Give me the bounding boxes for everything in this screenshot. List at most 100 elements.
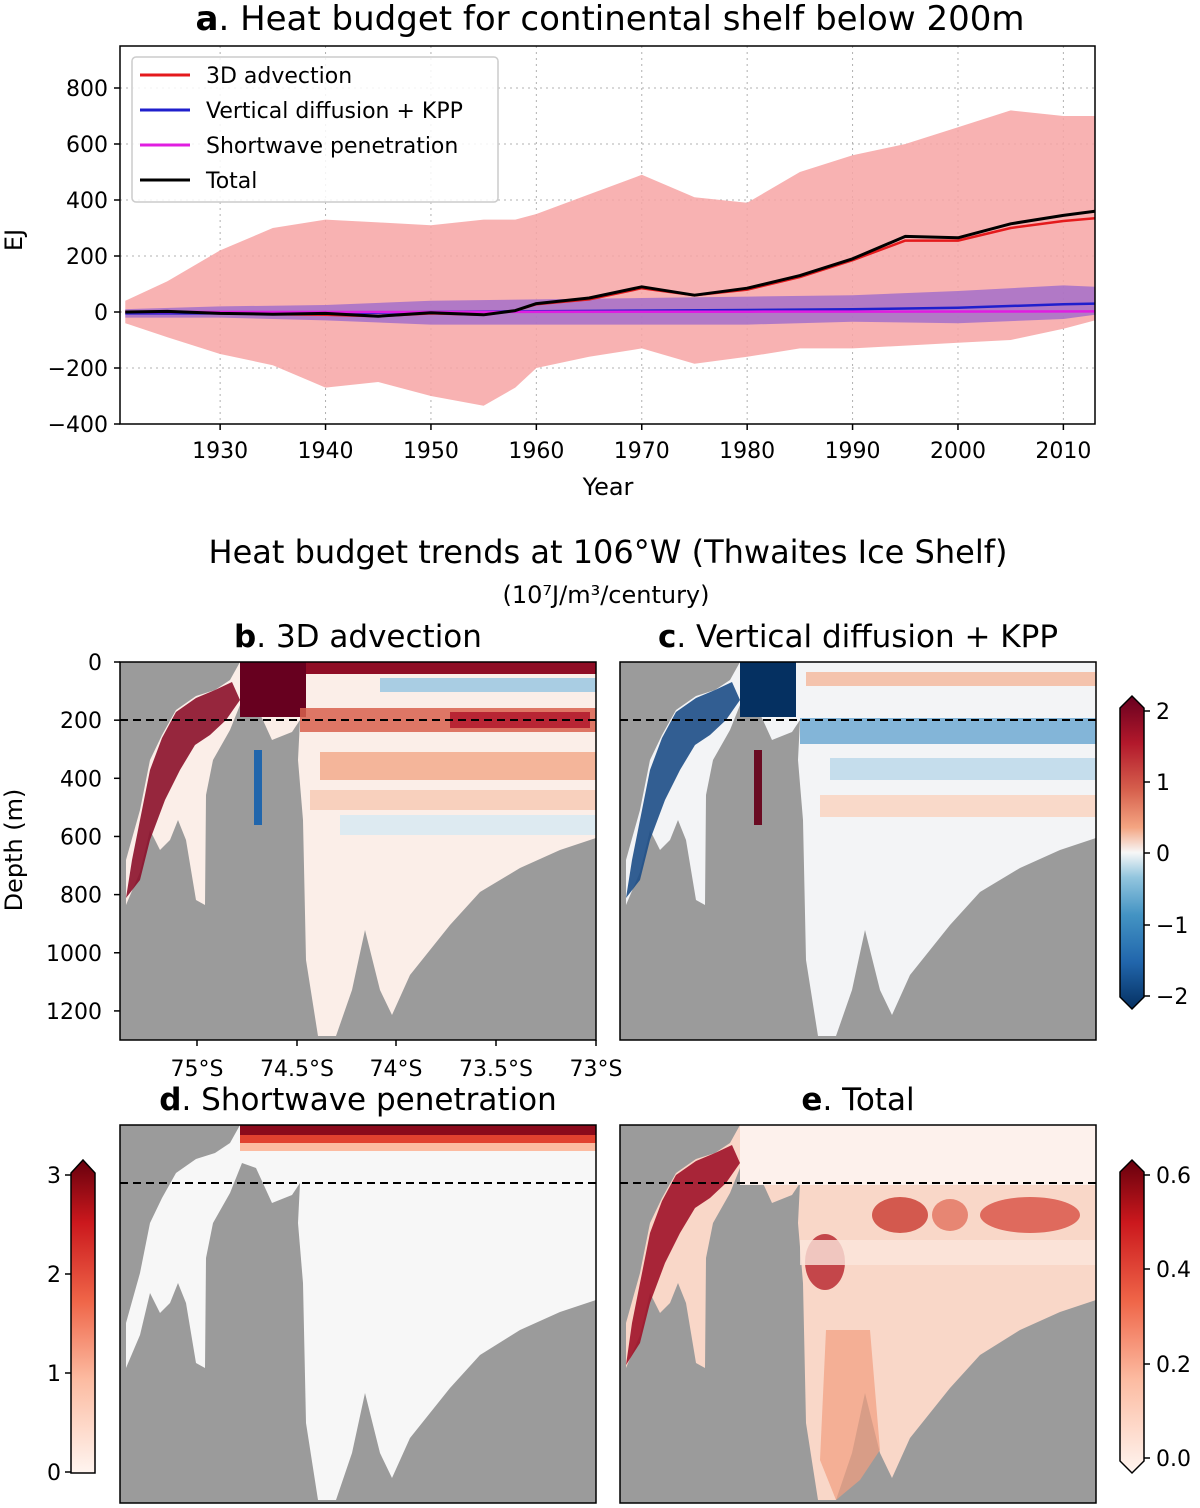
panel-c-title: c. Vertical diffusion + KPP — [658, 619, 1058, 655]
panel-b-letter: b — [234, 619, 256, 655]
colorbar-shortwave: 3 2 1 0 — [47, 1158, 96, 1486]
panel-a-x-ticks: 1930 1940 1950 1960 1970 1980 1990 2000 2010 — [192, 424, 1091, 464]
y-tick-label: 1200 — [46, 1000, 102, 1025]
panel-a-legend: 3D advection Vertical diffusion + KPP Shor… — [131, 56, 499, 203]
colorbar-tick-label: 1 — [47, 1362, 61, 1387]
panel-c-blue-band-1 — [800, 718, 1096, 744]
x-tick-label: 74°S — [370, 1057, 423, 1082]
trends-units: (10⁷J/m³/century) — [503, 581, 710, 609]
colorbar-shortwave-bar — [70, 1158, 96, 1474]
panel-a-y-label: EJ — [0, 229, 28, 251]
panel-a-title: a. Heat budget for continental shelf bel… — [196, 0, 1025, 39]
panel-b-red-band-4 — [310, 790, 596, 810]
panel-e-lower-plume — [820, 1330, 880, 1500]
y-tick-label: 400 — [66, 189, 108, 214]
x-tick-label: 1990 — [825, 439, 881, 464]
panel-c-layers — [626, 662, 1096, 898]
colorbar-tick-label: 0 — [47, 1461, 61, 1486]
panel-d-title: d. Shortwave penetration — [159, 1082, 556, 1118]
x-tick-label: 73.5°S — [459, 1057, 533, 1082]
x-tick-label: 73°S — [570, 1057, 623, 1082]
colorbar-tick-label: −1 — [1156, 914, 1188, 939]
x-tick-label: 1970 — [614, 439, 670, 464]
panel-e-slope-band — [626, 1145, 740, 1365]
x-tick-label: 2000 — [930, 439, 986, 464]
panel-b-upper-cell — [240, 662, 306, 717]
colorbar-diverging-ticks: 2 1 0 −1 −2 — [1144, 700, 1188, 1010]
series-line-shortwave — [125, 310, 1095, 314]
panel-b-blue-band-2 — [340, 815, 596, 835]
panel-e-title-text: . Total — [822, 1082, 914, 1118]
panel-c-slope-band — [626, 682, 740, 898]
y-tick-label: −400 — [48, 413, 108, 438]
panel-b-blue-spike — [254, 750, 262, 825]
trends-title: Heat budget trends at 106°W (Thwaites Ic… — [209, 533, 1008, 571]
legend-label: Total — [205, 169, 257, 194]
panel-a-letter: a — [196, 0, 219, 39]
y-tick-label: 1000 — [46, 942, 102, 967]
colorbar-tick-label: 2 — [47, 1263, 61, 1288]
colorbar-total-ticks: 0.6 0.4 0.2 0.0 — [1144, 1164, 1191, 1472]
panel-e-layers — [626, 1125, 1096, 1500]
colorbar-tick-label: 3 — [47, 1164, 61, 1189]
panel-e: e. Total — [619, 1082, 1097, 1504]
panel-a-y-ticks: −400 −200 0 200 400 600 800 — [48, 77, 120, 438]
panel-d-frame — [119, 1124, 597, 1504]
colorbar-tick-label: 0.6 — [1156, 1164, 1191, 1189]
panel-d-letter: d — [159, 1082, 181, 1118]
panel-b-title-text: . 3D advection — [256, 619, 482, 655]
panel-d-title-text: . Shortwave penetration — [181, 1082, 556, 1118]
band-advection — [125, 110, 1095, 406]
y-tick-label: 800 — [60, 884, 102, 909]
panel-d-surface-light — [240, 1143, 596, 1151]
panel-e-hotspot-1 — [872, 1197, 928, 1233]
panel-e-frame — [619, 1124, 1097, 1504]
y-tick-label: 800 — [66, 77, 108, 102]
colorbar-total: 0.6 0.4 0.2 0.0 — [1119, 1158, 1191, 1475]
panel-c-upper-cell — [740, 662, 796, 717]
panel-c-letter: c — [658, 619, 676, 655]
x-tick-label: 1950 — [403, 439, 459, 464]
panel-a-lines — [125, 209, 1095, 318]
panel-a-title-text: . Heat budget for continental shelf belo… — [218, 0, 1024, 39]
panel-b-blue-band — [380, 678, 596, 692]
x-tick-label: 1960 — [508, 439, 564, 464]
panel-b-x-ticks: 75°S 74.5°S 74°S 73.5°S 73°S — [171, 1040, 623, 1082]
x-tick-label: 74.5°S — [260, 1057, 334, 1082]
panel-c-red-band — [806, 672, 1096, 686]
panel-b-title: b. 3D advection — [234, 619, 482, 655]
colorbar-diverging: 2 1 0 −1 −2 — [1119, 694, 1188, 1011]
series-line-total — [125, 209, 1095, 318]
colorbar-tick-label: 0.4 — [1156, 1258, 1191, 1283]
colorbar-tick-label: 0.0 — [1156, 1447, 1191, 1472]
panel-e-upper-band — [740, 1125, 1096, 1185]
colorbar-tick-label: −2 — [1156, 985, 1188, 1010]
panel-b-y-label: Depth (m) — [0, 789, 28, 912]
panel-c-water — [626, 662, 1096, 1036]
panel-e-hotspot-3 — [980, 1197, 1080, 1233]
y-tick-label: −200 — [48, 357, 108, 382]
x-tick-label: 1980 — [719, 439, 775, 464]
x-tick-label: 1930 — [192, 439, 248, 464]
panel-b-slope-band — [126, 682, 240, 898]
legend-label: Vertical diffusion + KPP — [206, 99, 463, 124]
colorbar-tick-label: 2 — [1156, 700, 1170, 725]
colorbar-diverging-bar — [1119, 694, 1145, 1011]
panel-b: b. 3D advection 0 200 400 600 800 1000 1200 75… — [0, 619, 622, 1082]
panel-e-letter: e — [801, 1082, 822, 1118]
panel-d-surface-mid — [240, 1135, 596, 1143]
x-tick-label: 2010 — [1035, 439, 1091, 464]
panel-c-frame — [619, 661, 1097, 1041]
panel-b-y-ticks: 0 200 400 600 800 1000 1200 — [46, 651, 120, 1025]
panel-c-red-band-2 — [820, 795, 1096, 817]
panel-d-water — [126, 1125, 596, 1500]
y-tick-label: 400 — [60, 767, 102, 792]
legend-label: Shortwave penetration — [206, 134, 458, 159]
panel-a-frame — [119, 45, 1096, 425]
panel-e-hotspot-2 — [932, 1199, 968, 1231]
y-tick-label: 0 — [94, 301, 108, 326]
panel-d: d. Shortwave penetration — [119, 1082, 597, 1504]
panel-b-surface-band — [306, 662, 596, 674]
colorbar-total-bar — [1119, 1158, 1145, 1475]
panel-c-blue-band-2 — [830, 758, 1096, 780]
